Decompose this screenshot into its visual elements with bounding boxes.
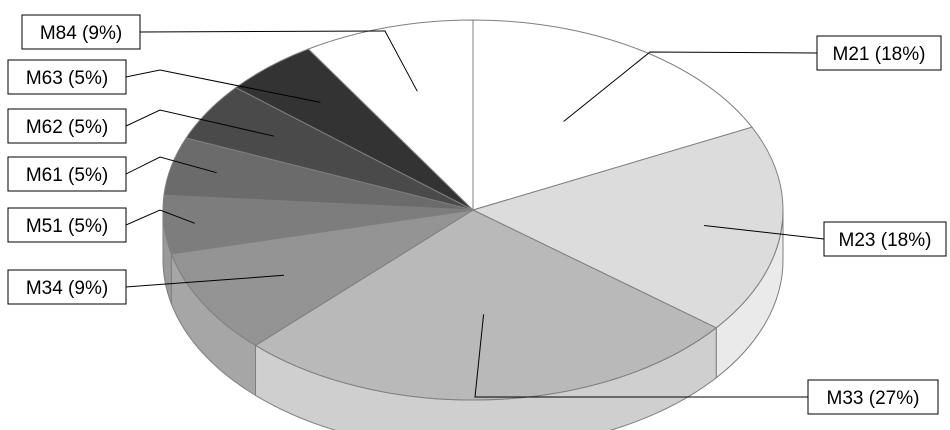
label-text-m62: M62 (5%)	[26, 117, 108, 138]
label-box-m34	[7, 269, 127, 305]
leader-line-m51	[125, 209, 195, 226]
label-text-m51: M51 (5%)	[26, 216, 108, 237]
pie-slice-m33	[254, 209, 718, 401]
label-box-m84	[21, 14, 141, 50]
label-text-m33: M33 (27%)	[827, 388, 920, 409]
pie-slices	[162, 19, 784, 401]
pie-slice-m34	[170, 209, 474, 346]
leader-line-m61	[125, 156, 217, 175]
label-box-m62	[7, 108, 127, 144]
leader-line-m33	[474, 314, 808, 398]
leader-line-m63	[125, 69, 321, 103]
label-box-m51	[7, 207, 127, 243]
label-box-m33	[807, 379, 939, 415]
pie-slice-m23	[471, 126, 784, 329]
label-box-m21	[816, 35, 942, 71]
leader-line-m23	[704, 225, 825, 240]
label-text-m84: M84 (9%)	[40, 23, 122, 44]
pie-labels: M21 (18%) M23 (18%) M33 (27%) M34 (9%) M51 (…	[7, 14, 947, 415]
label-text-m63: M63 (5%)	[26, 68, 108, 89]
label-box-m23	[823, 221, 947, 257]
label-box-m61	[7, 156, 127, 192]
pie-slice-m21	[472, 19, 753, 211]
label-text-m21: M21 (18%)	[833, 44, 926, 65]
label-text-m23: M23 (18%)	[839, 230, 932, 251]
label-text-m61: M61 (5%)	[26, 165, 108, 186]
leader-line-m34	[125, 274, 285, 288]
leader-line-m84	[139, 30, 418, 92]
label-text-m34: M34 (9%)	[26, 278, 108, 299]
label-box-m63	[7, 59, 127, 95]
pie-slice-m84	[307, 19, 474, 212]
leader-line-m21	[563, 51, 818, 122]
leader-line-m62	[125, 109, 275, 137]
